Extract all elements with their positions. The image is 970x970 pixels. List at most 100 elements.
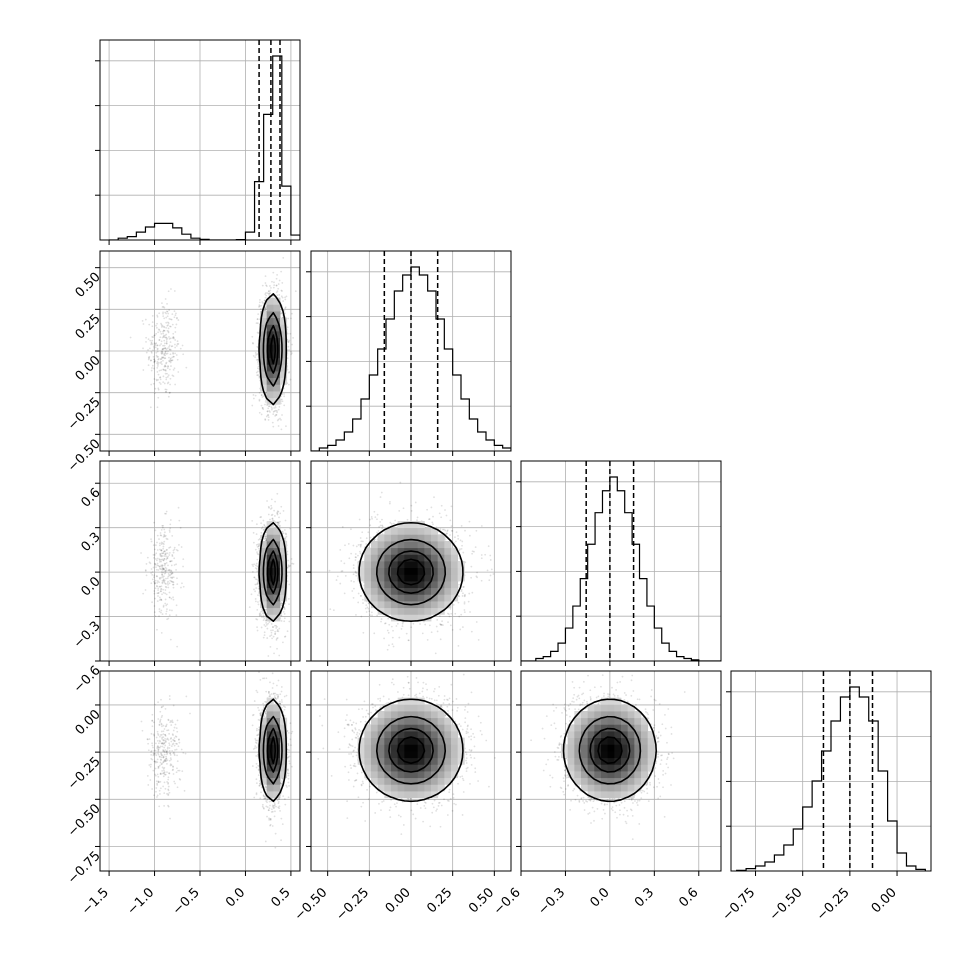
sample-point <box>284 532 287 535</box>
sample-point <box>160 598 163 601</box>
density-cell <box>280 317 288 325</box>
sample-point <box>151 364 154 367</box>
sample-point <box>278 516 280 519</box>
sample-point <box>277 287 280 290</box>
sample-point <box>283 393 285 395</box>
sample-point <box>172 586 175 589</box>
sample-point <box>291 343 293 346</box>
sample-point <box>162 524 165 527</box>
sample-point <box>162 332 165 335</box>
sample-point <box>162 347 165 350</box>
sample-point <box>170 564 173 567</box>
sample-point <box>166 310 169 313</box>
sample-point <box>168 574 171 577</box>
sample-point <box>180 586 182 589</box>
sample-point <box>173 316 176 319</box>
sample-point <box>168 614 171 617</box>
sample-point <box>265 292 267 294</box>
sample-point <box>162 588 165 591</box>
sample-point <box>163 344 166 347</box>
sample-point <box>156 406 159 409</box>
sample-point <box>276 625 278 628</box>
density-cell <box>266 297 274 305</box>
sample-point <box>175 614 178 617</box>
sample-point <box>154 558 157 560</box>
sample-point <box>161 555 164 557</box>
sample-point <box>263 395 265 397</box>
sample-point <box>165 512 167 515</box>
sample-point <box>260 616 263 618</box>
sample-point <box>259 614 261 616</box>
sample-point <box>270 507 273 509</box>
sample-point <box>284 539 287 542</box>
sample-point <box>160 588 162 591</box>
sample-point <box>271 629 274 632</box>
sample-point <box>153 342 156 345</box>
sample-point <box>170 569 173 572</box>
sample-point <box>151 573 154 576</box>
sample-point <box>162 356 165 359</box>
sample-point <box>163 306 166 309</box>
sample-point <box>156 356 159 358</box>
sample-point <box>276 411 279 414</box>
sample-point <box>267 293 270 295</box>
sample-point <box>274 409 277 412</box>
density-cell <box>273 297 281 305</box>
sample-point <box>169 353 172 356</box>
sample-point <box>159 534 162 537</box>
sample-point <box>253 576 256 579</box>
sample-point <box>176 340 179 343</box>
sample-point <box>151 315 154 317</box>
sample-point <box>163 557 166 560</box>
sample-point <box>165 610 168 613</box>
sample-point <box>166 608 168 611</box>
sample-point <box>161 350 164 353</box>
sample-point <box>258 376 261 379</box>
sample-point <box>156 580 159 582</box>
sample-point <box>263 523 266 526</box>
sample-point <box>168 368 171 371</box>
density-cell <box>280 337 288 345</box>
sample-point <box>154 563 156 566</box>
sample-point <box>264 391 267 394</box>
sample-point <box>166 538 169 541</box>
sample-point <box>271 407 273 410</box>
sample-point <box>260 536 262 539</box>
sample-point <box>287 559 289 562</box>
sample-point <box>162 330 164 333</box>
sample-point <box>162 545 165 548</box>
sample-point <box>150 343 152 346</box>
sample-point <box>153 554 156 556</box>
sample-point <box>145 340 147 343</box>
sample-point <box>264 625 267 628</box>
sample-point <box>162 375 165 378</box>
sample-point <box>262 408 265 411</box>
density-cell <box>280 357 288 365</box>
sample-point <box>272 635 275 638</box>
sample-point <box>161 552 164 555</box>
sample-point <box>161 567 164 570</box>
sample-point <box>274 520 277 523</box>
sample-point <box>182 585 185 588</box>
sample-point <box>251 570 254 573</box>
sample-point <box>168 344 171 347</box>
sample-point <box>172 581 175 584</box>
sample-point <box>165 586 168 589</box>
sample-point <box>270 631 273 634</box>
sample-point <box>277 418 280 421</box>
sample-point <box>169 341 172 344</box>
sample-point <box>280 505 283 508</box>
sample-point <box>160 326 163 328</box>
sample-point <box>166 552 169 555</box>
sample-point <box>182 558 185 560</box>
sample-point <box>163 352 166 355</box>
sample-point <box>153 358 156 361</box>
sample-point <box>169 349 172 351</box>
sample-point <box>167 324 169 326</box>
sample-point <box>154 387 157 390</box>
sample-point <box>158 381 161 384</box>
sample-point <box>254 567 257 570</box>
sample-point <box>164 390 167 393</box>
sample-point <box>172 549 175 552</box>
sample-point <box>164 582 167 585</box>
